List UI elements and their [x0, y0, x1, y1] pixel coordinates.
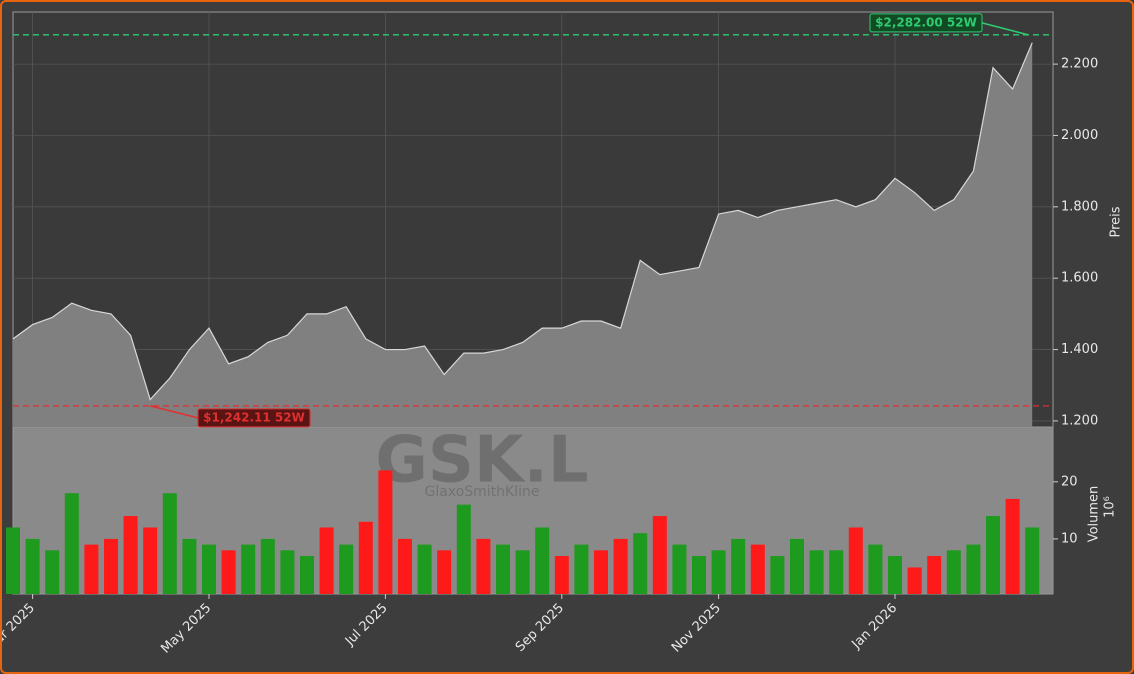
x-tick-label: May 2025 — [158, 601, 214, 657]
volume-bar — [809, 550, 824, 594]
price-area — [13, 42, 1033, 428]
volume-bar — [300, 556, 314, 594]
volume-bar — [711, 550, 726, 594]
volume-bar — [515, 550, 530, 594]
volume-bar — [633, 533, 648, 594]
annotation-arrow — [981, 22, 1029, 36]
volume-bar — [1025, 527, 1040, 594]
y-tick-label: 1.200 — [1061, 413, 1098, 428]
y-tick-label: 1.800 — [1061, 199, 1098, 214]
volume-bar — [770, 556, 785, 594]
x-tick-label: Nov 2025 — [669, 601, 724, 656]
y-tick-label: 2.000 — [1061, 128, 1098, 143]
volume-bar — [829, 550, 844, 594]
volume-bar — [417, 544, 432, 594]
y-tick-label: 10 — [1061, 531, 1078, 546]
volume-bar — [750, 544, 765, 594]
volume-bar — [652, 516, 667, 594]
volume-bar — [182, 538, 197, 594]
volume-bar — [574, 544, 589, 594]
volume-bar — [594, 550, 608, 594]
x-tick-label: Sep 2025 — [513, 601, 567, 655]
y-tick-label: 1.400 — [1061, 342, 1098, 357]
volume-bar — [162, 493, 177, 594]
volume-bar — [535, 527, 550, 594]
volume-bar — [280, 550, 295, 594]
volume-bar — [358, 521, 373, 594]
y-axis-label: Volumen — [1087, 486, 1102, 543]
y-tick-label: 2.200 — [1061, 57, 1098, 72]
volume-bar — [790, 538, 804, 594]
y-axis-label: Preis — [1109, 206, 1124, 237]
watermark: GSK.L — [375, 424, 588, 498]
y-tick-label: 20 — [1061, 474, 1078, 489]
volume-bar — [45, 550, 60, 594]
volume-bar — [672, 544, 687, 594]
volume-bar — [319, 527, 334, 594]
volume-bar — [104, 538, 118, 594]
watermark-sub: GlaxoSmithKline — [425, 484, 540, 500]
volume-bar — [260, 538, 275, 594]
volume-bar — [986, 516, 1000, 594]
volume-bar — [378, 470, 393, 594]
volume-bar — [966, 544, 981, 594]
volume-bar — [84, 544, 99, 594]
annotation-arrow — [150, 405, 199, 419]
volume-bar — [6, 527, 20, 594]
y-axis-unit: 10⁶ — [1103, 496, 1118, 518]
volume-bar — [456, 504, 471, 594]
volume-bar — [123, 516, 138, 594]
annotation-label: $1,242.11 52W — [203, 410, 305, 424]
x-tick-label: Jan 2026 — [848, 601, 900, 653]
volume-bar — [437, 550, 452, 594]
volume-bar — [221, 550, 236, 594]
volume-bar — [692, 556, 706, 594]
annotation-label: $2,282.00 52W — [875, 15, 977, 29]
price-line — [12, 42, 1033, 401]
volume-bar — [888, 556, 902, 594]
x-tick-label: Mar 2025 — [2, 601, 38, 655]
volume-bar — [25, 538, 40, 594]
volume-bar — [496, 544, 510, 594]
volume-bar — [339, 544, 354, 594]
volume-bar — [241, 544, 256, 594]
volume-bar — [868, 544, 883, 594]
x-tick-label: Jul 2025 — [342, 601, 391, 650]
volume-bar — [1005, 498, 1020, 594]
volume-bar — [398, 538, 412, 594]
volume-bar — [64, 493, 79, 594]
volume-bar — [907, 567, 922, 594]
volume-bar — [848, 527, 863, 594]
volume-bar — [731, 538, 746, 594]
volume-bar — [143, 527, 158, 594]
volume-bar — [554, 556, 569, 594]
volume-bar — [946, 550, 961, 594]
volume-bar — [927, 556, 942, 594]
volume-bar — [202, 544, 216, 594]
volume-bar — [476, 538, 491, 594]
y-tick-label: 1.600 — [1061, 271, 1098, 286]
volume-bar — [613, 538, 628, 594]
